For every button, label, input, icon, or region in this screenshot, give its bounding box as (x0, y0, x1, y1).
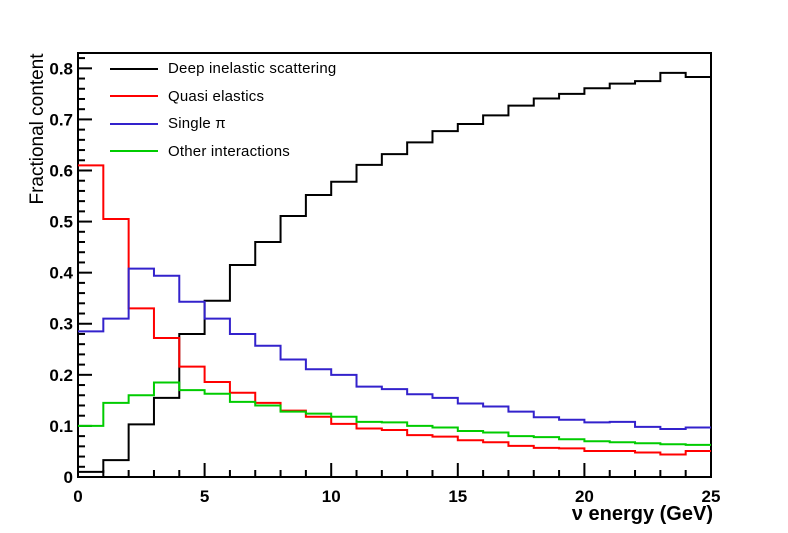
legend-item-single-pi: Single π (110, 110, 336, 138)
series-deep-inelastic-scattering (78, 71, 711, 473)
legend-item-deep-inelastic-scattering: Deep inelastic scattering (110, 55, 336, 83)
x-tick-label: 0 (73, 487, 82, 506)
y-tick-label: 0.6 (49, 161, 73, 180)
x-tick-label: 15 (448, 487, 467, 506)
y-tick-label: 0.5 (49, 213, 73, 232)
legend-line (110, 122, 158, 125)
legend-item-other-interactions: Other interactions (110, 138, 336, 166)
series-other-interactions (78, 381, 711, 446)
y-tick-label: 0.1 (49, 417, 73, 436)
legend-label: Quasi elastics (168, 87, 265, 105)
y-axis: 0 0.1 0.2 0.3 0.4 0.5 0.6 0.7 0.8 (49, 57, 92, 487)
legend-label: Single π (168, 115, 226, 133)
x-tick-label: 25 (702, 487, 721, 506)
y-tick-label: 0.8 (49, 59, 73, 78)
x-tick-label: 20 (575, 487, 594, 506)
legend-line (110, 150, 158, 153)
legend-line (110, 95, 158, 98)
x-tick-label: 5 (200, 487, 209, 506)
x-axis-title: ν energy (GeV) (571, 503, 713, 525)
y-tick-label: 0.3 (49, 315, 73, 334)
legend-label: Deep inelastic scattering (168, 60, 337, 78)
plot-frame (77, 52, 712, 478)
legend-line (110, 67, 158, 70)
x-axis: 0 5 10 15 20 25 (73, 463, 720, 506)
y-tick-label: 0.7 (49, 110, 73, 129)
y-tick-label: 0 (64, 468, 73, 487)
series-single-pi (78, 267, 711, 430)
legend-label: Other interactions (168, 142, 290, 160)
y-tick-label: 0.4 (49, 264, 73, 283)
series-quasi-elastics (78, 164, 711, 456)
y-axis-title: Fractional content (27, 53, 48, 205)
legend-item-quasi-elastics: Quasi elastics (110, 83, 336, 111)
x-tick-label: 10 (322, 487, 341, 506)
legend: Deep inelastic scattering Quasi elastics… (110, 55, 336, 165)
y-tick-label: 0.2 (49, 366, 73, 385)
